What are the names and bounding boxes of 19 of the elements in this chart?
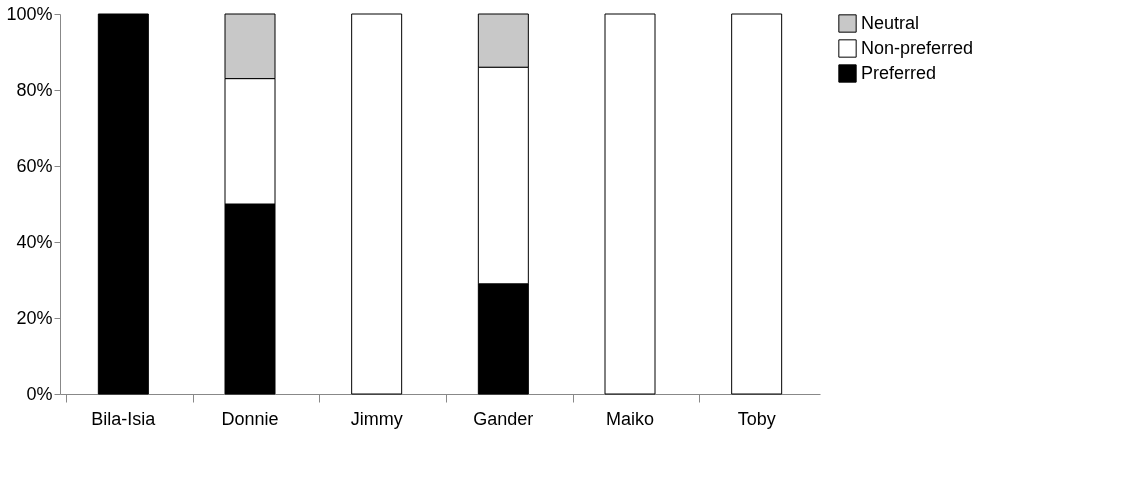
y-tick-label: 0% [26,383,53,404]
bar [731,13,783,395]
y-tick-label: 60% [16,155,53,176]
legend-label: Non-preferred [861,37,974,58]
bar [351,13,403,395]
x-tick-label: Gander [473,408,534,429]
bar [97,13,149,395]
x-tick-label: Toby [737,408,776,429]
y-tick-label: 40% [16,231,53,252]
y-tick-label: 80% [16,79,53,100]
bar [604,13,656,395]
y-tick-label: 100% [6,3,53,24]
y-tick-label: 20% [16,307,53,328]
legend-label: Preferred [861,62,937,83]
x-tick-label: Maiko [605,408,655,429]
legend-label: Neutral [861,12,920,33]
x-tick-label: Jimmy [350,408,403,429]
x-tick-label: Bila-Isia [91,408,157,429]
x-tick-label: Donnie [221,408,279,429]
